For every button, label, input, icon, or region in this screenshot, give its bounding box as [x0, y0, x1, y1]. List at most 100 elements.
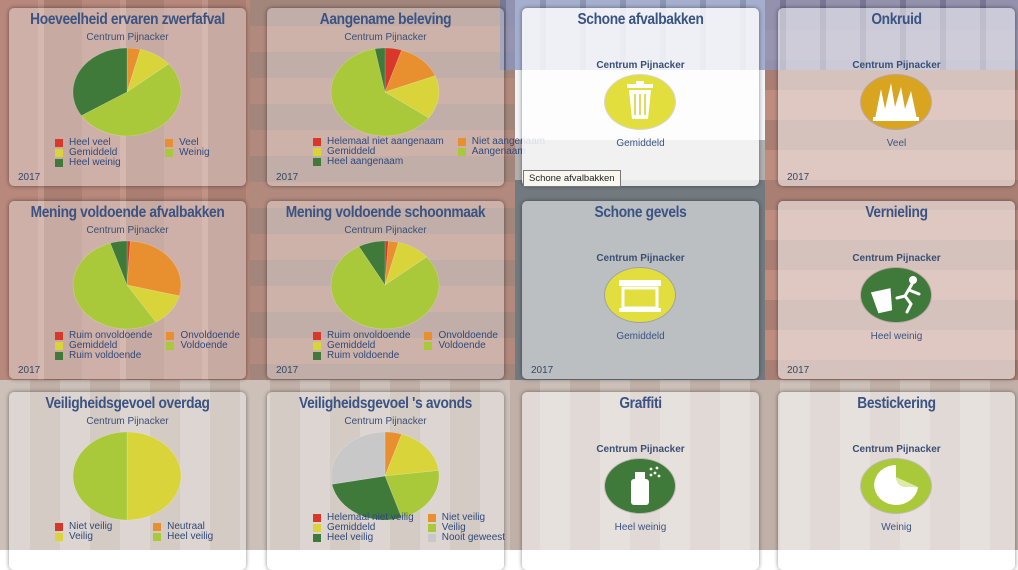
legend-item: Heel veel: [55, 138, 151, 148]
chart-legend: Helemaal niet veilig Niet veilig Gemiddeld…: [313, 512, 505, 543]
pie-slice-orange[interactable]: [384, 431, 403, 477]
pie-slice-yellow[interactable]: [384, 75, 440, 119]
legend-swatch: [153, 523, 162, 531]
legend-item: Voldoende: [424, 341, 498, 351]
weed-icon: [873, 83, 919, 121]
legend-swatch: [313, 352, 321, 360]
legend-swatch: [313, 138, 321, 146]
tile-title: Onkruid: [871, 11, 922, 28]
pie-slice-orange[interactable]: [384, 49, 436, 93]
facade-icon: [619, 280, 661, 312]
legend-swatch: [427, 524, 436, 532]
pie-slice-orange[interactable]: [384, 240, 399, 286]
tile-title: Schone gevels: [594, 204, 687, 221]
tile-subtitle: Centrum Pijnacker: [86, 32, 169, 43]
legend-label: Ruim voldoende: [69, 350, 142, 361]
tile-onkruid[interactable]: Onkruid Centrum Pijnacker Veel 2017: [778, 8, 1015, 186]
legend-label: Aangenaam: [471, 146, 526, 157]
legend-label: Veel: [179, 137, 199, 148]
pie-slice-darkgreen[interactable]: [109, 240, 128, 286]
legend-label: Gemiddeld: [327, 522, 376, 533]
pie-slice-yellowgreen[interactable]: [80, 63, 182, 137]
tile-graffiti[interactable]: Graffiti Centrum Pijnacker Heel weinig: [522, 392, 759, 570]
tile-veiligheidsgevoel-overdag[interactable]: Veiligheidsgevoel overdag Centrum Pijnack…: [9, 392, 246, 570]
tile-subtitle: Centrum Pijnacker: [344, 32, 427, 43]
legend-swatch: [55, 139, 63, 147]
legend-label: Niet veilig: [441, 512, 486, 523]
tile-subtitle: Centrum Pijnacker: [596, 60, 685, 71]
pie-slice-yellowgreen[interactable]: [72, 242, 157, 330]
tile-veiligheidsgevoel-s-avonds[interactable]: Veiligheidsgevoel 's avonds Centrum Pijna…: [267, 392, 505, 570]
rating-badge: [605, 268, 675, 322]
pie-slice-darkgreen[interactable]: [358, 240, 386, 286]
spray-can-icon: [631, 466, 661, 505]
trash-bin-icon: [627, 81, 653, 119]
legend-label: Onvoldoende: [180, 330, 240, 341]
pie-slice-orange[interactable]: [126, 240, 182, 297]
legend-swatch: [165, 139, 174, 147]
legend-label: Nooit geweest: [441, 532, 506, 543]
legend-label: Heel weinig: [69, 157, 121, 168]
pie-slice-yellow[interactable]: [126, 284, 180, 323]
legend-swatch: [424, 332, 433, 340]
pie-slice-darkgreen[interactable]: [374, 47, 386, 93]
legend-label: Heel veilig: [327, 532, 374, 543]
legend-label: Onvoldoende: [438, 330, 498, 341]
tile-title: Schone afvalbakken: [577, 11, 704, 28]
tile-vernieling[interactable]: Vernieling Centrum Pijnacker Heel weinig 20…: [778, 201, 1015, 379]
tile-title: Bestickering: [857, 395, 936, 412]
pie-slice-darkgreen[interactable]: [72, 47, 128, 116]
pie-slice-grey[interactable]: [330, 431, 386, 485]
legend-label: Veilig: [441, 522, 466, 533]
pie-slice-yellow[interactable]: [126, 49, 170, 93]
tile-mening-voldoende-schoonmaak[interactable]: Mening voldoende schoonmaak Centrum Pijna…: [267, 201, 504, 379]
pie-slice-red[interactable]: [126, 240, 131, 286]
pie-slice-yellow[interactable]: [384, 433, 439, 477]
legend-swatch: [55, 332, 63, 340]
sticker-icon: [874, 465, 918, 505]
pie-slice-orange[interactable]: [126, 47, 141, 93]
legend-swatch: [55, 352, 63, 360]
legend-item: Onvoldoende: [166, 331, 240, 341]
tile-schone-afvalbakken[interactable]: Schone afvalbakken Centrum Pijnacker Gemid…: [522, 8, 759, 186]
pie-slice-yellowgreen[interactable]: [72, 431, 128, 521]
pie-slice-darkgreen[interactable]: [331, 475, 403, 521]
pie-slice-red[interactable]: [384, 47, 403, 93]
legend-item: Gemiddeld: [55, 341, 152, 351]
tile-aangename-beleving[interactable]: Aangename beleving Centrum Pijnacker Helem…: [267, 8, 545, 186]
pie-slice-yellow[interactable]: [126, 431, 182, 521]
pie-slice-yellow[interactable]: [384, 242, 428, 286]
tile-bestickering[interactable]: Bestickering Centrum Pijnacker Weinig: [778, 392, 1015, 570]
tile-hoeveelheid-ervaren-zwerfafval[interactable]: Hoeveelheid ervaren zwerfafval Centrum Pi…: [9, 8, 246, 186]
tile-mening-voldoende-afvalbakken[interactable]: Mening voldoende afvalbakken Centrum Pijn…: [9, 201, 246, 379]
tile-subtitle: Centrum Pijnacker: [852, 444, 941, 455]
legend-item: Heel veilig: [153, 532, 240, 542]
year-label: 2017: [276, 365, 299, 376]
legend-item: Veilig: [55, 532, 139, 542]
pie-chart: [72, 47, 182, 137]
tile-title: Hoeveelheid ervaren zwerfafval: [30, 11, 225, 28]
legend-swatch: [313, 534, 321, 542]
legend-item: Helemaal niet veilig: [313, 513, 414, 523]
year-label: 2017: [787, 365, 810, 376]
pie-slice-yellowgreen[interactable]: [384, 470, 440, 519]
tile-subtitle: Centrum Pijnacker: [344, 225, 427, 236]
pie-chart: [330, 431, 440, 521]
rating-verdict: Veel: [886, 138, 907, 149]
pie-slice-yellowgreen[interactable]: [330, 48, 430, 137]
legend-swatch: [313, 524, 321, 532]
year-label: 2017: [276, 172, 299, 183]
tile-subtitle: Centrum Pijnacker: [86, 416, 169, 427]
pie-slice-yellowgreen[interactable]: [330, 246, 440, 330]
rating-badge: [605, 75, 675, 129]
pie-slice-red[interactable]: [384, 240, 389, 286]
legend-swatch: [457, 148, 466, 156]
legend-item: Gemiddeld: [313, 147, 444, 157]
chart-legend: Heel veel Veel Gemiddeld Weinig Heel weinig: [55, 138, 240, 168]
tile-schone-gevels[interactable]: Schone gevels Centrum Pijnacker Gemiddeld 2…: [522, 201, 759, 379]
rating-badge: [861, 459, 931, 513]
tile-subtitle: Centrum Pijnacker: [852, 253, 941, 264]
legend-item: Ruim voldoende: [313, 351, 410, 361]
rating-verdict: Heel weinig: [614, 522, 667, 533]
chart-legend: Ruim onvoldoende Onvoldoende Gemiddeld Vold…: [313, 331, 498, 361]
